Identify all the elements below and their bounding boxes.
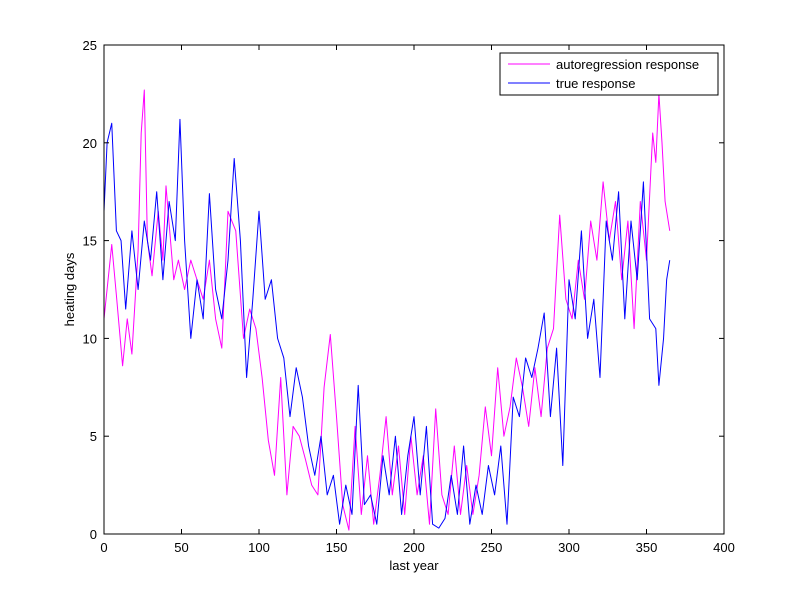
x-tick-label: 400 (713, 540, 735, 555)
x-tick-label: 200 (403, 540, 425, 555)
series-layer (103, 89, 671, 531)
x-tick-label: 150 (326, 540, 348, 555)
y-tick-label: 10 (83, 331, 97, 346)
x-axis-label: last year (389, 558, 439, 573)
y-tick-label: 20 (83, 136, 97, 151)
legend-label-autoregression: autoregression response (556, 57, 699, 72)
plot-area (104, 45, 724, 534)
series-line-autoregression (103, 89, 671, 531)
x-tick-label: 300 (558, 540, 580, 555)
y-tick-label: 15 (83, 234, 97, 249)
x-tick-label: 100 (248, 540, 270, 555)
y-tick-label: 25 (83, 38, 97, 53)
x-tick-label: 0 (100, 540, 107, 555)
plot-frame (103, 44, 725, 535)
y-axis-label: heating days (62, 252, 77, 326)
x-tick-label: 250 (481, 540, 503, 555)
series-line-true-response (103, 118, 671, 529)
axes-layer: 0 50 100 150 200 250 300 350 400 0 5 10 15 20 25 (83, 38, 735, 555)
legend-box (499, 52, 719, 96)
legend: autoregression response true response (499, 52, 719, 96)
legend-label-true: true response (556, 76, 636, 91)
y-tick-label: 0 (90, 527, 97, 542)
x-tick-label: 350 (636, 540, 658, 555)
x-tick-label: 50 (174, 540, 188, 555)
y-tick-label: 5 (90, 429, 97, 444)
